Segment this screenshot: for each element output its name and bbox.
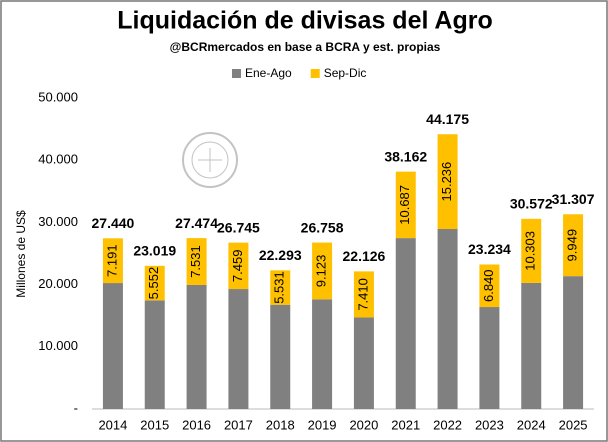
segment-label: 9.123 xyxy=(314,255,329,288)
bar-segment xyxy=(479,307,500,409)
bar-segment xyxy=(437,228,458,409)
total-label: 22.293 xyxy=(259,247,302,263)
chart-subtitle: @BCRmercados en base a BCRA y est. propi… xyxy=(170,40,441,54)
total-label: 26.758 xyxy=(301,219,344,235)
x-tick-label: 2025 xyxy=(559,417,588,432)
segment-label: 7.410 xyxy=(355,278,370,311)
x-tick-label: 2015 xyxy=(140,417,169,432)
bar-segment xyxy=(228,289,249,409)
bar-segment xyxy=(353,317,374,409)
logo xyxy=(182,132,238,188)
total-label: 31.307 xyxy=(552,191,595,207)
total-label: 44.175 xyxy=(426,111,469,127)
segment-label: 5.531 xyxy=(272,271,287,304)
segment-label: 15.236 xyxy=(439,162,454,202)
x-tick-label: 2022 xyxy=(433,417,462,432)
x-tick-label: 2017 xyxy=(224,417,253,432)
y-axis-label: Millones de US$ xyxy=(14,210,28,298)
total-label: 23.019 xyxy=(133,243,176,259)
bar-segment xyxy=(270,304,291,409)
bar-segment xyxy=(312,242,333,300)
legend-swatch xyxy=(232,69,241,78)
bar-segment xyxy=(186,238,207,285)
segment-label: 9.949 xyxy=(565,229,580,262)
total-label: 30.572 xyxy=(510,196,553,212)
total-label: 38.162 xyxy=(384,148,427,164)
segment-label: 10.687 xyxy=(397,185,412,225)
chart-title: Liquidación de divisas del Agro xyxy=(117,7,493,35)
bar-segment xyxy=(186,284,207,409)
bar-segment xyxy=(102,238,123,284)
y-tick-label: 40.000 xyxy=(38,152,78,167)
bar-segment xyxy=(521,282,542,409)
bar-segment xyxy=(521,218,542,283)
segment-label: 6.840 xyxy=(481,269,496,302)
y-tick-label: 30.000 xyxy=(38,214,78,229)
legend-label: Ene-Ago xyxy=(245,66,292,80)
bar-segment xyxy=(563,276,584,409)
bar-segment xyxy=(437,134,458,229)
x-tick-label: 2019 xyxy=(308,417,337,432)
bar-segment xyxy=(144,265,165,301)
x-tick-label: 2021 xyxy=(391,417,420,432)
segment-label: 7.459 xyxy=(230,250,245,283)
bar-segment xyxy=(395,171,416,239)
bar-segment xyxy=(228,242,249,290)
total-label: 27.474 xyxy=(175,215,218,231)
bar-segment xyxy=(479,264,500,308)
x-tick-label: 2020 xyxy=(349,417,378,432)
x-tick-label: 2024 xyxy=(517,417,546,432)
segment-label: 7.191 xyxy=(104,244,119,277)
segment-label: 5.552 xyxy=(146,267,161,300)
total-label: 22.126 xyxy=(343,248,386,264)
legend-label: Sep-Dic xyxy=(324,66,367,80)
bar-segment xyxy=(270,270,291,305)
segment-label: 10.303 xyxy=(523,231,538,271)
y-tick-label: 20.000 xyxy=(38,276,78,291)
x-tick-label: 2023 xyxy=(475,417,504,432)
x-tick-label: 2016 xyxy=(182,417,211,432)
x-tick-label: 2018 xyxy=(266,417,295,432)
legend-swatch xyxy=(310,69,320,78)
total-label: 27.440 xyxy=(92,215,135,231)
total-label: 26.745 xyxy=(217,219,260,235)
total-label: 23.234 xyxy=(468,241,511,257)
y-tick-label: - xyxy=(74,400,78,415)
bar-segment xyxy=(353,271,374,318)
bar-segment xyxy=(563,214,584,277)
bar-segment xyxy=(144,300,165,409)
bar-segment xyxy=(395,238,416,409)
bar-segment xyxy=(102,283,123,409)
segment-label: 7.531 xyxy=(188,245,203,278)
y-tick-label: 10.000 xyxy=(38,338,78,353)
bar-segment xyxy=(312,299,333,409)
y-tick-label: 50.000 xyxy=(38,89,78,104)
x-tick-label: 2014 xyxy=(98,417,127,432)
